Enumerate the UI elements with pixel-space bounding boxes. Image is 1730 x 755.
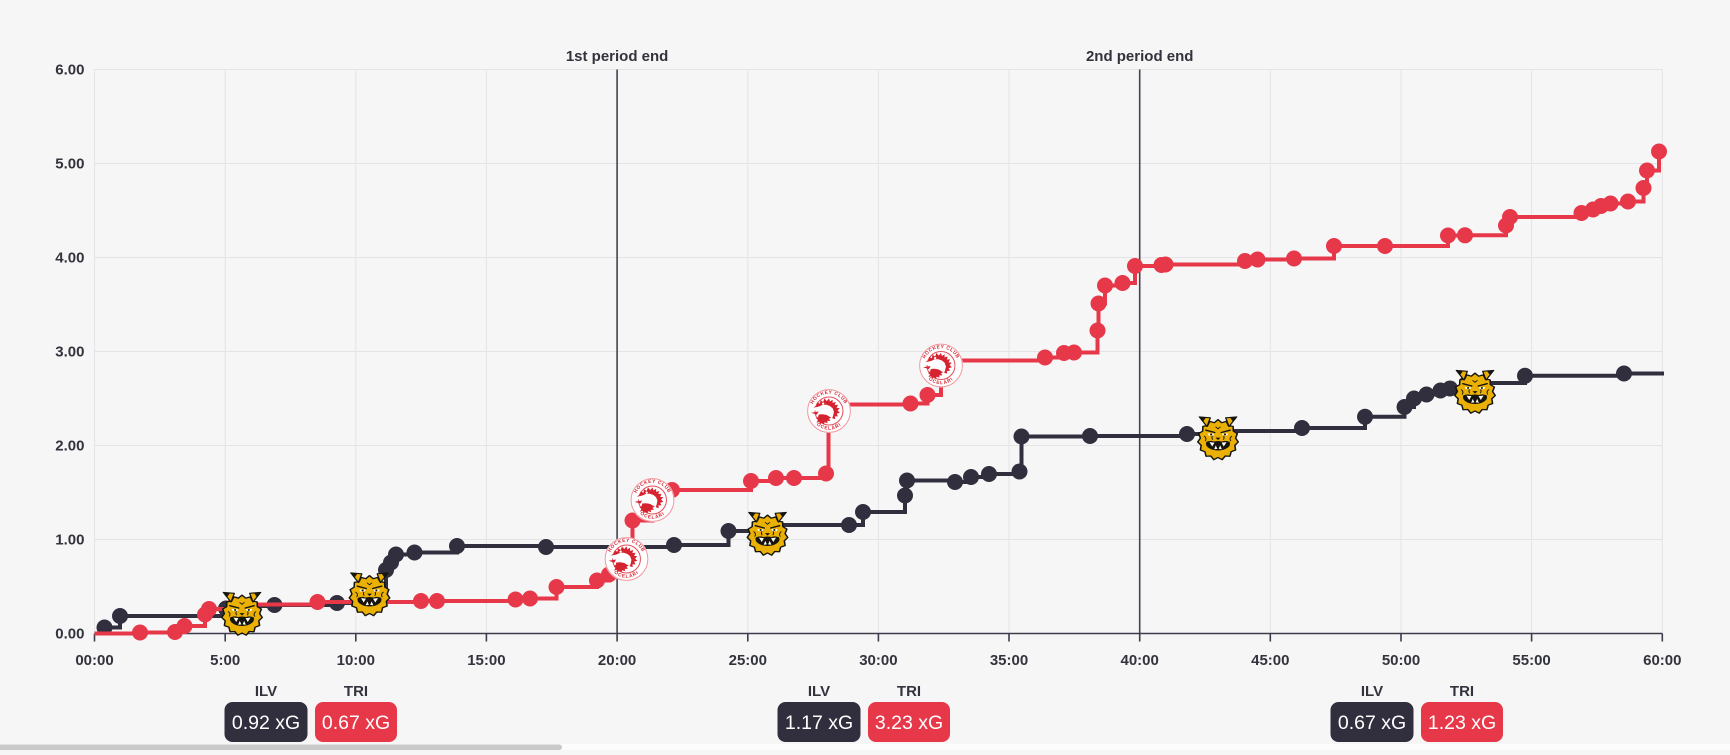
svg-text:ILV: ILV <box>1361 683 1383 700</box>
svg-text:1st period end: 1st period end <box>566 48 669 65</box>
svg-text:4.00: 4.00 <box>55 250 84 267</box>
svg-text:40:00: 40:00 <box>1121 652 1159 669</box>
svg-text:35:00: 35:00 <box>990 652 1028 669</box>
svg-text:1.00: 1.00 <box>55 532 84 549</box>
svg-text:15:00: 15:00 <box>467 652 505 669</box>
svg-text:0.00: 0.00 <box>55 626 84 643</box>
svg-text:5:00: 5:00 <box>210 652 240 669</box>
svg-text:ILV: ILV <box>255 683 277 700</box>
svg-text:30:00: 30:00 <box>859 652 897 669</box>
svg-text:1.17 xG: 1.17 xG <box>785 712 853 734</box>
svg-text:20:00: 20:00 <box>598 652 636 669</box>
svg-text:3.23 xG: 3.23 xG <box>875 712 943 734</box>
svg-text:50:00: 50:00 <box>1382 652 1420 669</box>
svg-text:60:00: 60:00 <box>1643 652 1681 669</box>
svg-text:3.00: 3.00 <box>55 344 84 361</box>
svg-text:TRI: TRI <box>344 683 368 700</box>
svg-text:ILV: ILV <box>808 683 830 700</box>
svg-text:10:00: 10:00 <box>337 652 375 669</box>
svg-text:1.23 xG: 1.23 xG <box>1428 712 1496 734</box>
svg-text:2nd period end: 2nd period end <box>1086 48 1194 65</box>
svg-text:0.67 xG: 0.67 xG <box>322 712 390 734</box>
svg-text:25:00: 25:00 <box>729 652 767 669</box>
svg-text:TRI: TRI <box>897 683 921 700</box>
svg-text:2.00: 2.00 <box>55 438 84 455</box>
svg-text:00:00: 00:00 <box>75 652 113 669</box>
svg-text:0.92 xG: 0.92 xG <box>232 712 300 734</box>
svg-text:TRI: TRI <box>1450 683 1474 700</box>
svg-text:45:00: 45:00 <box>1251 652 1289 669</box>
svg-text:5.00: 5.00 <box>55 156 84 173</box>
svg-text:6.00: 6.00 <box>55 62 84 79</box>
svg-text:0.67 xG: 0.67 xG <box>1338 712 1406 734</box>
svg-text:55:00: 55:00 <box>1512 652 1550 669</box>
